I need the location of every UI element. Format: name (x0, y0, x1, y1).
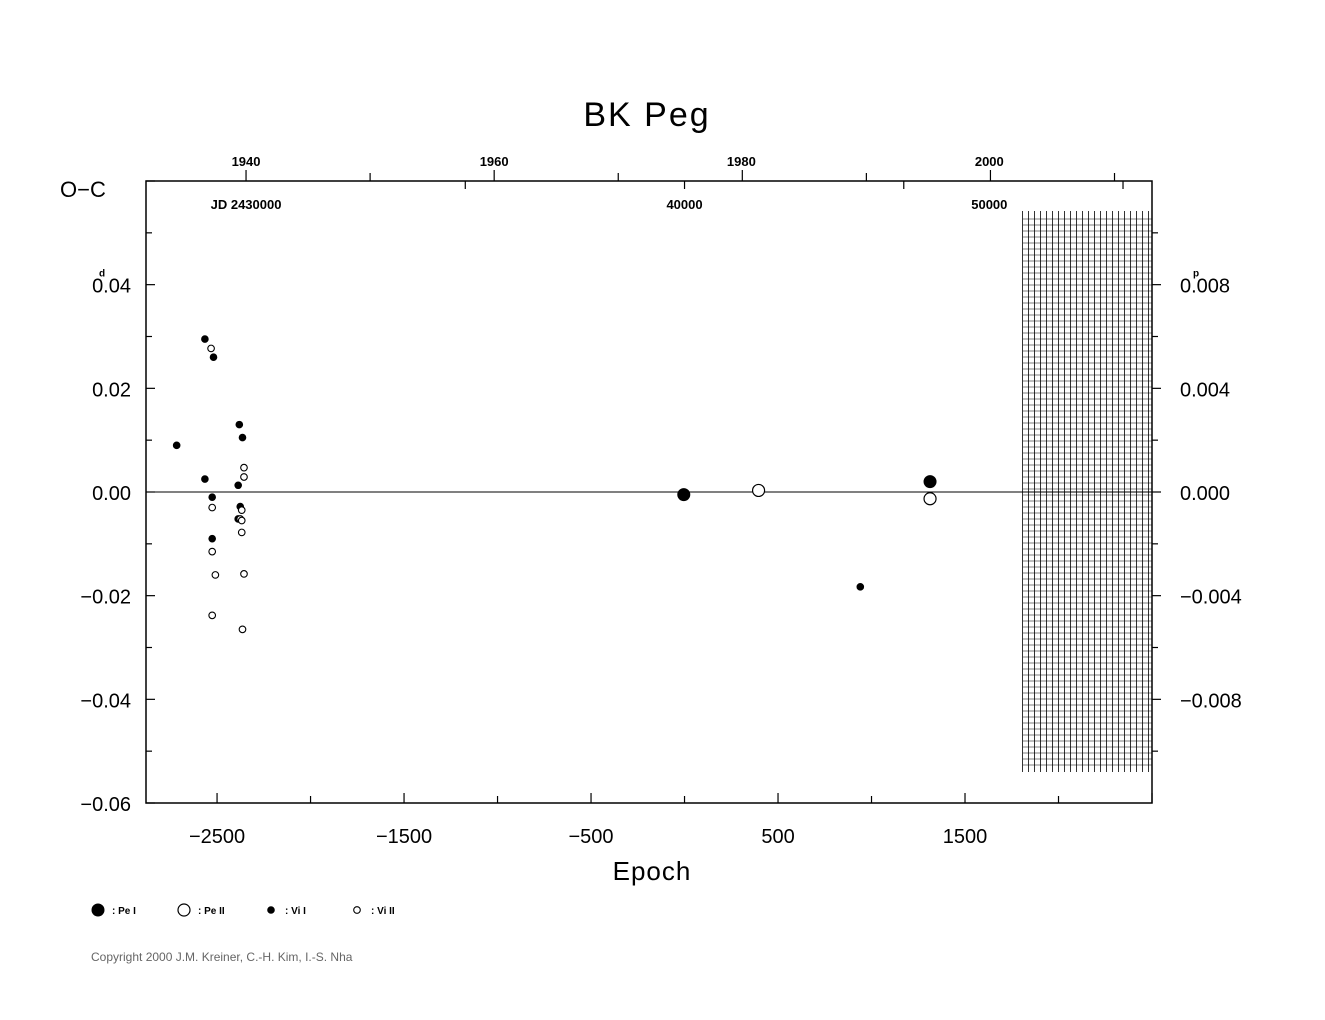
y-axis-label: O−C (60, 177, 106, 202)
data-point-series-3 (208, 611, 217, 620)
y2-tick-label: 0.000 (1180, 483, 1230, 505)
jd-label: JD 2430000 (211, 197, 282, 212)
data-point-series-3 (240, 473, 248, 481)
chart-title: BK Peg (583, 96, 710, 134)
x-tick-label: −500 (569, 826, 614, 848)
legend-label: : Vi II (371, 906, 395, 917)
y2-tick-label: −0.008 (1180, 690, 1242, 712)
legend-marker (267, 906, 275, 914)
top-year-label: 1980 (727, 154, 756, 169)
y2-tick-label: 0.004 (1180, 379, 1230, 401)
data-point-series-3 (237, 528, 246, 537)
x-axis-label: Epoch (613, 856, 692, 886)
data-point-series-2 (201, 475, 209, 483)
data-point-series-2 (238, 433, 247, 442)
y-tick-label: 0.00 (92, 483, 131, 505)
data-point-series-2 (208, 534, 216, 543)
legend-label: : Pe I (112, 906, 136, 917)
data-point-series-3 (211, 571, 220, 579)
jd-label: 40000 (666, 197, 702, 212)
data-point-series-2 (201, 335, 209, 343)
y-tick-label: −0.04 (80, 690, 131, 712)
copyright-text: Copyright 2000 J.M. Kreiner, C.-H. Kim, … (91, 950, 353, 964)
y-tick-label: −0.02 (80, 587, 131, 609)
y-tick-label: −0.06 (80, 794, 131, 816)
y-tick-label: 0.02 (92, 379, 131, 401)
y-tick-label: 0.04 (92, 276, 131, 298)
jd-label: 50000 (971, 197, 1007, 212)
x-tick-label: 500 (761, 826, 794, 848)
data-point-series-0 (923, 475, 937, 489)
legend-label: : Pe II (198, 906, 225, 917)
top-year-label: 2000 (975, 154, 1004, 169)
legend-label: : Vi I (285, 906, 306, 917)
y-unit-label: d (99, 269, 105, 280)
data-point-series-1 (923, 492, 937, 506)
x-tick-label: −1500 (376, 826, 432, 848)
data-point-series-2 (856, 583, 865, 591)
top-year-label: 1960 (480, 154, 509, 169)
data-point-series-1 (751, 483, 766, 498)
data-point-series-0 (677, 488, 691, 502)
data-points (172, 335, 937, 634)
y2-tick-label: −0.004 (1180, 587, 1242, 609)
data-point-series-2 (209, 353, 218, 362)
data-point-series-2 (235, 420, 244, 429)
top-year-label: 1940 (232, 154, 261, 169)
x-tick-label: 1500 (943, 826, 988, 848)
data-point-series-2 (234, 481, 242, 490)
data-point-series-3 (237, 506, 246, 514)
data-point-series-3 (208, 503, 217, 512)
legend-marker (353, 906, 361, 914)
legend-marker (91, 903, 105, 917)
data-point-series-2 (172, 441, 181, 450)
x-tick-label: −2500 (189, 826, 245, 848)
data-point-series-3 (208, 547, 217, 556)
data-point-series-3 (240, 570, 248, 578)
y2-unit-label: p (1193, 269, 1199, 280)
data-point-series-2 (208, 493, 216, 501)
axis-ticks (146, 170, 1161, 804)
legend-marker (177, 903, 191, 917)
data-point-series-3 (238, 625, 247, 634)
data-point-series-3 (207, 344, 215, 353)
data-point-series-3 (240, 463, 248, 472)
y2-tick-label: 0.008 (1180, 276, 1230, 298)
data-point-series-3 (237, 516, 246, 525)
legend: : Pe I : Pe II : Vi I : Vi II (91, 903, 395, 917)
